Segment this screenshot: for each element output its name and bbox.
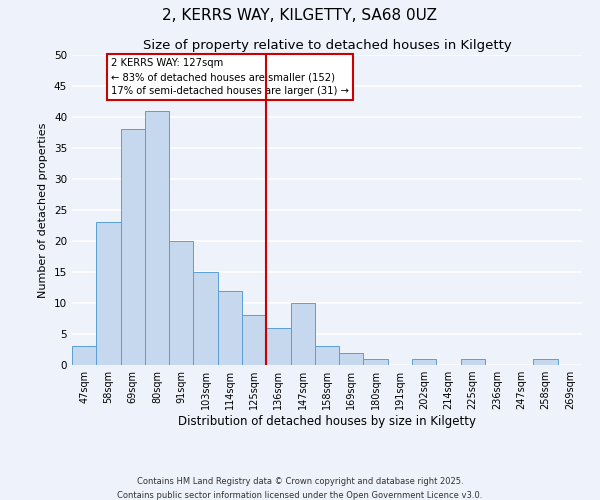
Text: Contains HM Land Registry data © Crown copyright and database right 2025.
Contai: Contains HM Land Registry data © Crown c… <box>118 478 482 500</box>
Bar <box>364 359 388 365</box>
Bar <box>461 359 485 365</box>
Bar <box>72 346 96 365</box>
Text: 2 KERRS WAY: 127sqm
← 83% of detached houses are smaller (152)
17% of semi-detac: 2 KERRS WAY: 127sqm ← 83% of detached ho… <box>111 58 349 96</box>
Bar <box>412 359 436 365</box>
Bar <box>266 328 290 365</box>
Bar <box>290 303 315 365</box>
Text: 2, KERRS WAY, KILGETTY, SA68 0UZ: 2, KERRS WAY, KILGETTY, SA68 0UZ <box>163 8 437 22</box>
Bar <box>121 130 145 365</box>
Bar <box>193 272 218 365</box>
Title: Size of property relative to detached houses in Kilgetty: Size of property relative to detached ho… <box>143 40 511 52</box>
Bar <box>218 290 242 365</box>
Bar <box>315 346 339 365</box>
Bar <box>96 222 121 365</box>
Bar <box>242 316 266 365</box>
Bar <box>533 359 558 365</box>
Y-axis label: Number of detached properties: Number of detached properties <box>38 122 49 298</box>
Bar <box>339 352 364 365</box>
Bar <box>169 241 193 365</box>
X-axis label: Distribution of detached houses by size in Kilgetty: Distribution of detached houses by size … <box>178 415 476 428</box>
Bar <box>145 111 169 365</box>
